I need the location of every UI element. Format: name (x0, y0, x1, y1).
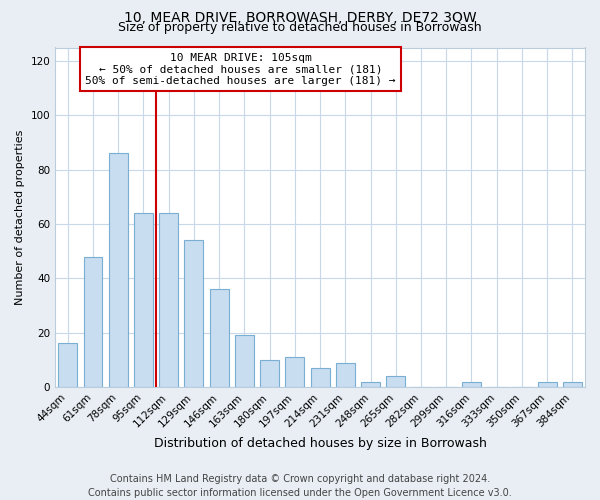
Text: Size of property relative to detached houses in Borrowash: Size of property relative to detached ho… (118, 21, 482, 34)
Bar (159, 213, 178, 387)
Bar (184, 240, 203, 387)
Bar (563, 382, 582, 387)
X-axis label: Distribution of detached houses by size in Borrowash: Distribution of detached houses by size … (154, 437, 487, 450)
Bar (286, 357, 304, 387)
Bar (538, 382, 557, 387)
Bar (361, 382, 380, 387)
Y-axis label: Number of detached properties: Number of detached properties (15, 130, 25, 305)
Bar (210, 289, 229, 387)
Bar (58, 344, 77, 387)
Text: Contains HM Land Registry data © Crown copyright and database right 2024.
Contai: Contains HM Land Registry data © Crown c… (88, 474, 512, 498)
Text: 10 MEAR DRIVE: 105sqm
← 50% of detached houses are smaller (181)
50% of semi-det: 10 MEAR DRIVE: 105sqm ← 50% of detached … (85, 52, 396, 86)
Bar (109, 154, 128, 387)
Bar (235, 336, 254, 387)
Bar (311, 368, 329, 387)
Bar (83, 256, 103, 387)
Bar (134, 213, 153, 387)
Bar (260, 360, 279, 387)
Bar (462, 382, 481, 387)
Text: 10, MEAR DRIVE, BORROWASH, DERBY, DE72 3QW: 10, MEAR DRIVE, BORROWASH, DERBY, DE72 3… (124, 11, 476, 25)
Bar (336, 362, 355, 387)
Bar (386, 376, 405, 387)
